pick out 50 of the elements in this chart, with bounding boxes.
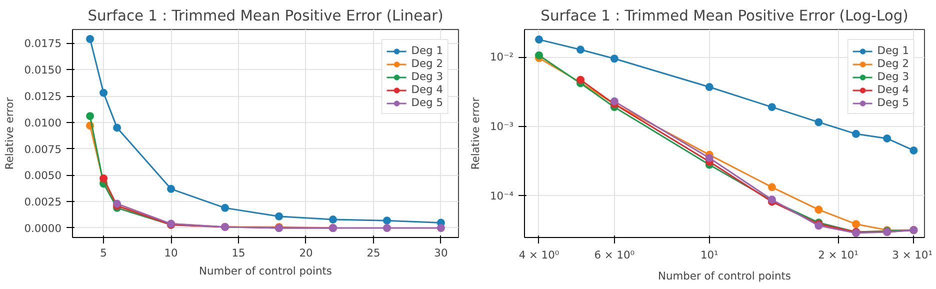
- x-tick-label: 25: [366, 246, 380, 260]
- y-tick-label: 0.0100: [24, 116, 62, 130]
- y-tick-label: 10⁻²: [490, 50, 514, 64]
- y-tick-label: 0.0175: [24, 37, 62, 50]
- x-axis-title: Number of control points: [658, 270, 792, 282]
- y-tick-label: 0.0125: [24, 90, 62, 104]
- y-tick-label: 0.0150: [24, 64, 62, 77]
- x-tick-label: 4 × 10⁰: [518, 248, 560, 262]
- point: [382, 224, 391, 232]
- x-tick-label: 30: [434, 246, 448, 260]
- chart-title: Surface 1 : Trimmed Mean Positive Error (Linear): [88, 8, 444, 24]
- legend-label: Deg 4: [877, 83, 909, 96]
- point: [86, 35, 94, 43]
- point: [100, 174, 108, 182]
- point: [328, 216, 337, 224]
- legend-label: Deg 2: [411, 57, 443, 70]
- x-tick-label: 10: [164, 246, 178, 260]
- legend-label: Deg 5: [877, 96, 909, 109]
- legend-label: Deg 3: [411, 70, 443, 83]
- y-axis-title: Relative error: [469, 96, 482, 170]
- legend-label: Deg 3: [877, 70, 909, 83]
- y-axis-title: Relative error: [3, 96, 16, 170]
- legend-label: Deg 1: [877, 44, 909, 57]
- legend-label: Deg 2: [877, 57, 909, 70]
- x-tick-label: 5: [100, 246, 107, 260]
- y-tick-label: 0.0000: [24, 222, 62, 235]
- x-axis-title: Number of control points: [199, 264, 332, 278]
- y-tick-label: 10⁻³: [490, 120, 514, 133]
- point: [167, 184, 176, 193]
- y-tick-label: 0.0050: [24, 169, 62, 182]
- point: [113, 124, 122, 132]
- point: [382, 216, 391, 225]
- legend-label: Deg 5: [411, 96, 443, 109]
- y-tick-label: 0.0075: [24, 142, 62, 156]
- legend-label: Deg 4: [411, 83, 443, 96]
- x-tick-label: 20: [299, 246, 313, 260]
- point: [86, 112, 94, 120]
- x-tick-label: 3 × 10¹: [892, 248, 933, 262]
- x-tick-label: 10¹: [700, 248, 718, 262]
- x-tick-label: 15: [232, 246, 246, 260]
- chart-title: Surface 1 : Trimmed Mean Positive Error (Log-Log): [540, 8, 908, 24]
- point: [221, 204, 230, 212]
- point: [274, 212, 283, 220]
- x-tick-label: 6 × 10⁰: [594, 248, 635, 262]
- y-tick-label: 0.0025: [24, 196, 62, 209]
- legend-label: Deg 1: [411, 44, 443, 57]
- point: [436, 224, 445, 232]
- x-tick-label: 2 × 10¹: [818, 248, 858, 262]
- point: [100, 88, 108, 97]
- y-tick-label: 10⁻⁴: [490, 189, 514, 202]
